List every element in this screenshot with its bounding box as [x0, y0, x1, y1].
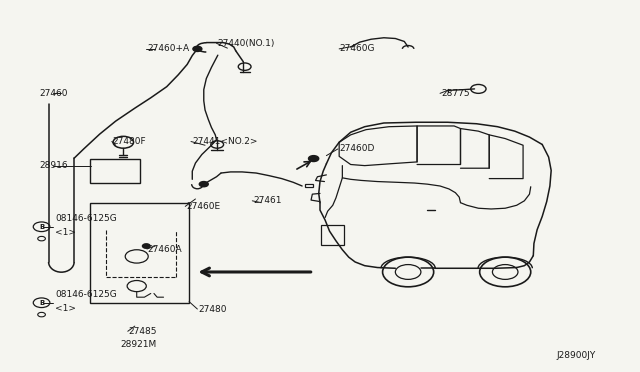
Text: 27460+A: 27460+A [148, 44, 189, 53]
Text: 27460D: 27460D [339, 144, 374, 153]
Text: 27460G: 27460G [339, 44, 374, 53]
Text: 08146-6125G: 08146-6125G [55, 290, 116, 299]
Text: 27440(NO.1): 27440(NO.1) [218, 39, 275, 48]
Bar [90, 159, 140, 183]
Text: 27460E: 27460E [186, 202, 220, 211]
Text: <1>: <1> [55, 228, 76, 237]
Circle shape [199, 182, 208, 187]
Bar [305, 184, 313, 187]
Text: 27460A: 27460A [148, 244, 182, 253]
Circle shape [308, 155, 319, 161]
Text: <1>: <1> [55, 304, 76, 313]
Text: 08146-6125G: 08146-6125G [55, 214, 116, 223]
Text: J28900JY: J28900JY [556, 351, 596, 360]
Text: 27460: 27460 [39, 89, 67, 98]
Bar [321, 225, 344, 245]
Text: 28921M: 28921M [121, 340, 157, 349]
Text: 27441<NO.2>: 27441<NO.2> [192, 137, 258, 146]
Text: 27480: 27480 [198, 305, 227, 314]
Text: 27480F: 27480F [113, 137, 146, 146]
Circle shape [143, 244, 150, 248]
Text: 27461: 27461 [253, 196, 282, 205]
Circle shape [193, 46, 202, 51]
Text: B: B [39, 300, 44, 306]
Text: 28916: 28916 [39, 161, 68, 170]
Text: 28775: 28775 [442, 89, 470, 98]
Bar [90, 203, 189, 303]
Text: 27485: 27485 [129, 327, 157, 336]
Text: B: B [39, 224, 44, 230]
